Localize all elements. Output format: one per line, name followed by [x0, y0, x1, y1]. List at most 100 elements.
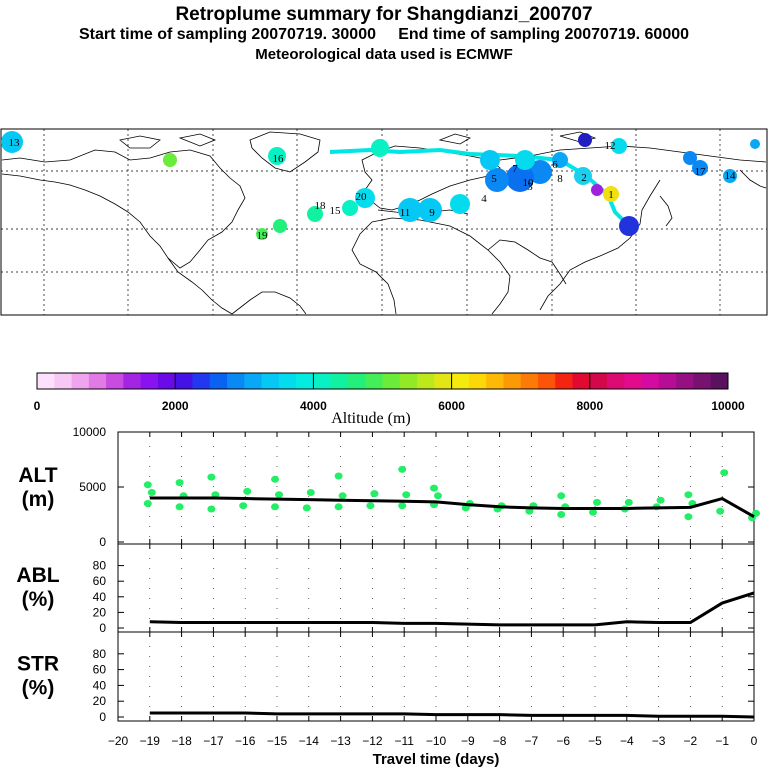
colorbar-segment [589, 373, 608, 389]
plume-particle [273, 219, 287, 233]
plume-particle [611, 138, 627, 154]
plume-particle [619, 216, 639, 236]
colorbar-segment [140, 373, 159, 389]
plume-particle [355, 188, 375, 208]
x-tick-label: −2 [684, 734, 698, 748]
plume-day-label: 16 [273, 153, 285, 165]
colorbar-tick-label: 0 [34, 399, 41, 413]
y-tick-label: 0 [99, 535, 106, 549]
x-tick-label: −7 [525, 734, 539, 748]
plume-particle [256, 228, 268, 240]
south-america-coast [231, 291, 307, 315]
colorbar-segment [624, 373, 643, 389]
plume-particle [750, 139, 760, 149]
chart-title: Retroplume summary for Shangdianzi_20070… [175, 4, 593, 25]
africa-west-coast [351, 221, 397, 315]
colorbar-segment [641, 373, 660, 389]
colorbar-segment [468, 373, 487, 389]
colorbar-segment [278, 373, 297, 389]
colorbar-segment [607, 373, 625, 389]
y-axis-label: ALT [18, 464, 57, 487]
altitude-point [175, 479, 184, 487]
altitude-point [275, 491, 283, 499]
plume-particle [485, 168, 509, 192]
y-tick-label: 60 [93, 574, 107, 588]
central-america-coast [167, 257, 233, 315]
altitude-point [557, 492, 566, 500]
altitude-point [271, 503, 279, 511]
plume-day-label: 4 [481, 193, 487, 205]
colorbar-segment [503, 373, 522, 389]
colorbar-segment [227, 373, 245, 389]
plume-day-label: 8 [557, 173, 563, 185]
series-line-str [149, 711, 755, 719]
y-tick-label: 0 [99, 710, 106, 724]
plume-particle [578, 133, 592, 147]
x-tick-label: −11 [394, 734, 414, 748]
y-axis-label: (%) [22, 588, 55, 611]
altitude-point [593, 498, 601, 506]
y-axis-label: ABL [16, 564, 59, 587]
series-line-alt [149, 496, 755, 519]
altitude-point [624, 498, 633, 506]
colorbar-segment [693, 373, 712, 389]
plume-day-label: 13 [9, 137, 21, 149]
plume-particle [591, 184, 603, 196]
altitude-point [557, 511, 566, 518]
altitude-point [302, 504, 311, 512]
altitude-point [143, 500, 152, 507]
plume-day-label: 14 [725, 170, 737, 182]
altitude-point [211, 491, 220, 499]
arctic-islands [119, 131, 597, 149]
altitude-point [370, 490, 379, 498]
plume-particle [418, 198, 442, 222]
greenland-coast [249, 131, 321, 173]
altitude-point [143, 481, 152, 489]
colorbar-segment [175, 373, 193, 389]
arabia-india-coast [487, 239, 567, 285]
plume-day-label: 15 [330, 205, 342, 217]
y-tick-label: 80 [93, 647, 107, 661]
plume-day-label: 6 [552, 159, 558, 171]
panel-alt: 10000 5000 0 ALT(m) [18, 425, 760, 549]
altitude-point [720, 469, 729, 477]
colorbar-segment [71, 373, 90, 389]
colorbar-frame [36, 372, 729, 390]
altitude-point [398, 465, 407, 473]
x-tick-label: −19 [140, 734, 161, 748]
x-axis-label: Travel time (days) [373, 751, 500, 768]
colorbar-segment [88, 373, 107, 389]
altitude-point [334, 503, 343, 511]
plume-particle [574, 167, 592, 185]
altitude-point [239, 502, 248, 510]
x-tick-label: −12 [362, 734, 383, 748]
colorbar-segment [157, 373, 176, 389]
altitude-point [147, 489, 156, 496]
colorbar-segment [313, 373, 332, 389]
colorbar-segment [123, 373, 142, 389]
plume-day-label: 10 [523, 177, 535, 189]
altitude-point [656, 496, 665, 504]
colorbar-tick-label: 4000 [300, 399, 327, 413]
x-tick-label: −3 [652, 734, 666, 748]
altitude-point [716, 507, 725, 515]
y-axis-label: (m) [22, 488, 55, 511]
altitude-point [589, 508, 597, 516]
colorbar-tick-label: 10000 [711, 399, 745, 413]
altitude-point [271, 475, 279, 483]
plume-particle [506, 164, 534, 192]
y-axis-label: STR [17, 653, 59, 676]
x-tick-label: −5 [588, 734, 602, 748]
y-axis-label: (%) [22, 677, 55, 700]
plume-particle [515, 150, 535, 170]
colorbar-segment [555, 373, 574, 389]
altitude-point [207, 505, 216, 513]
plume-day-label: 11 [400, 207, 411, 219]
colorbar-tick-label: 2000 [162, 399, 189, 413]
x-tick-label: −10 [426, 734, 447, 748]
colorbar-segment [572, 373, 591, 389]
altitude-colorbar: 0 2000 4000 6000 8000 10000 Altitude (m) [34, 372, 745, 427]
